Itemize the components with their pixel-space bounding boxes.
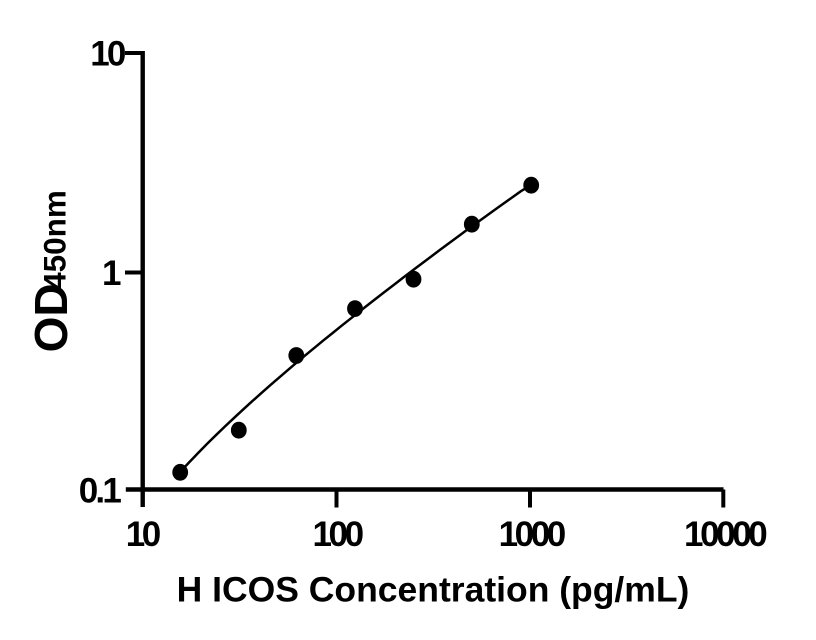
- svg-text:100: 100: [312, 515, 363, 554]
- svg-text:10: 10: [90, 35, 126, 74]
- svg-text:0.1: 0.1: [79, 472, 122, 511]
- svg-text:10: 10: [126, 515, 161, 554]
- svg-text:1000: 1000: [499, 515, 566, 554]
- svg-text:1: 1: [102, 254, 121, 293]
- svg-text:10000: 10000: [684, 515, 767, 554]
- svg-text:H ICOS Concentration (pg/mL): H ICOS Concentration (pg/mL): [177, 570, 690, 610]
